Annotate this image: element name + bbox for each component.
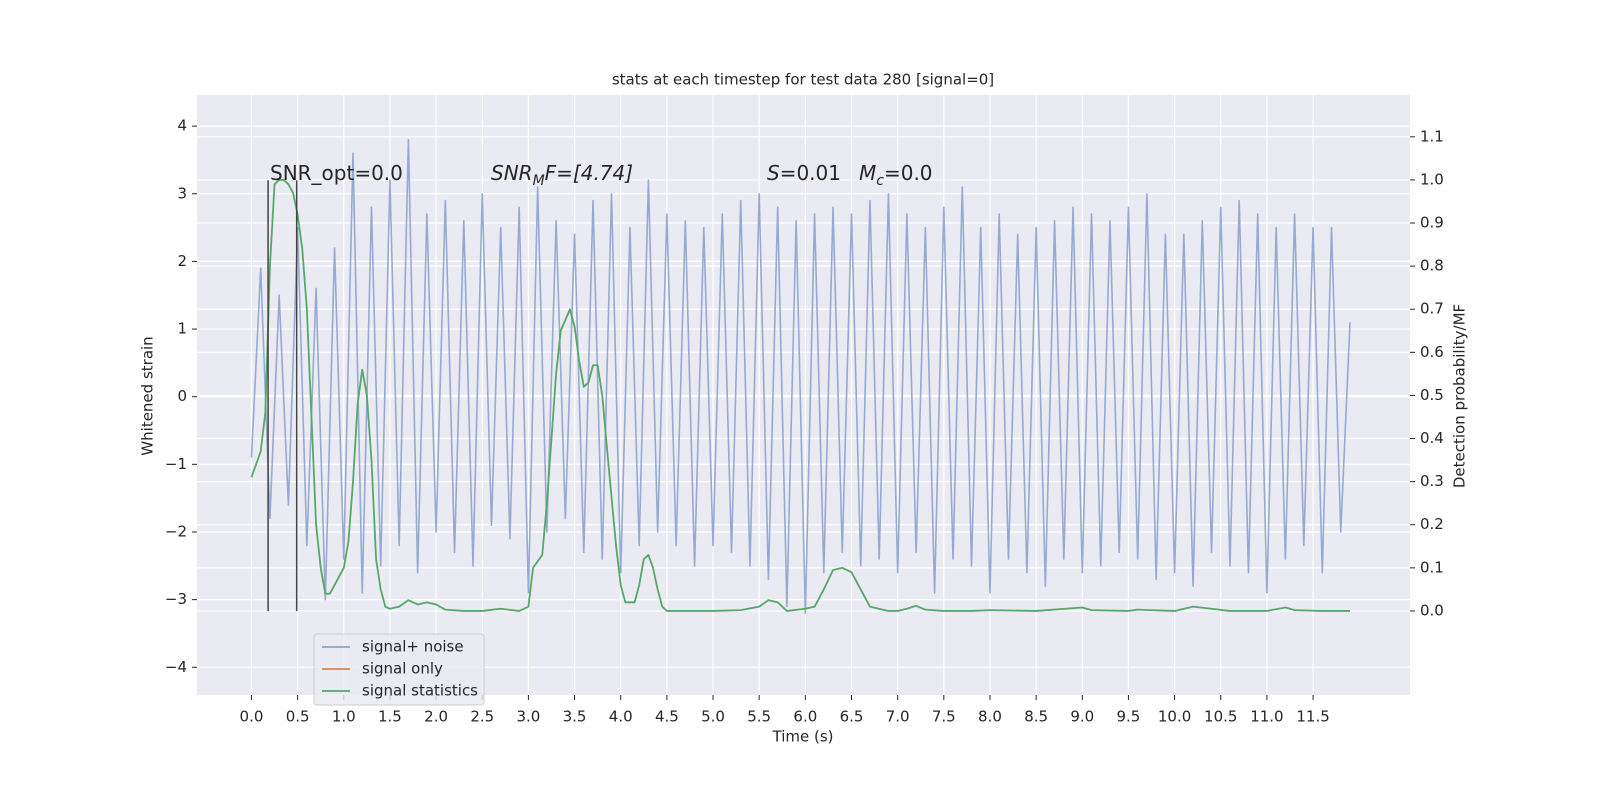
y2-tick-label: 1.1 [1420, 127, 1444, 145]
x-tick-label: 7.5 [932, 708, 956, 726]
annotation-text: M [859, 161, 876, 185]
y2-tick-label: 0.7 [1420, 300, 1444, 318]
series-line [250, 179, 1350, 612]
annotation: Mc=0.0 [859, 161, 933, 189]
y2-tick-label: 0.5 [1420, 386, 1444, 404]
x-tick-label: 7.0 [886, 708, 910, 726]
x-tick-label: 10.0 [1158, 708, 1191, 726]
chart-title: stats at each timestep for test data 280… [612, 71, 994, 89]
legend-label: signal only [362, 660, 443, 678]
x-tick-label: 4.0 [609, 708, 633, 726]
x-tick-label: 5.5 [747, 708, 771, 726]
annotation-text: S [767, 161, 780, 185]
y-tick-label: 2 [177, 252, 187, 270]
x-tick-label: 5.0 [701, 708, 725, 726]
y2-tick-label: 0.9 [1420, 214, 1444, 232]
x-tick-label: 6.0 [793, 708, 817, 726]
x-tick-label: 6.5 [840, 708, 864, 726]
y2-tick-label: 0.3 [1420, 472, 1444, 490]
x-tick-label: 11.5 [1296, 708, 1329, 726]
legend-label: signal+ noise [362, 638, 464, 656]
y-axis-label: Whitened strain [139, 336, 157, 455]
y2-tick-label: 1.0 [1420, 170, 1444, 188]
y-tick-label: 0 [177, 387, 187, 405]
annotation-text: M [533, 173, 545, 189]
x-tick-label: 2.0 [424, 708, 448, 726]
y2-tick-label: 0.4 [1420, 429, 1444, 447]
series-line [250, 138, 1351, 614]
x-tick-label: 9.0 [1070, 708, 1094, 726]
y2-tick-label: 0.8 [1420, 257, 1444, 275]
x-tick-label: 0.5 [286, 708, 310, 726]
annotation: SNR_opt=0.0 [270, 161, 403, 185]
x-tick-label: 0.0 [240, 708, 264, 726]
x-axis-label: Time (s) [772, 728, 834, 746]
y2-tick-label: 0.6 [1420, 343, 1444, 361]
annotation: S=0.01 [767, 161, 841, 185]
y-tick-label: −3 [165, 590, 187, 608]
x-tick-label: 9.5 [1117, 708, 1141, 726]
legend: signal+ noise signal only signal statistic… [313, 633, 485, 706]
y-tick-label: −2 [165, 522, 187, 540]
legend-label: signal statistics [362, 682, 478, 700]
y-tick-label: −4 [165, 658, 187, 676]
y2-axis-label: Detection probability/MF [1451, 304, 1469, 488]
x-tick-label: 8.0 [978, 708, 1002, 726]
annotation-text: F=[4.74] [545, 161, 633, 185]
x-tick-label: 8.5 [1024, 708, 1048, 726]
x-tick-label: 1.0 [332, 708, 356, 726]
x-tick-label: 3.5 [563, 708, 587, 726]
y2-tick-label: 0.1 [1420, 558, 1444, 576]
x-tick-label: 11.0 [1250, 708, 1283, 726]
x-tick-label: 2.5 [470, 708, 494, 726]
annotation-text: =0.0 [884, 161, 933, 185]
annotation-text: SNR [491, 161, 533, 185]
y2-tick-label: 0.2 [1420, 515, 1444, 533]
y-tick-label: 1 [177, 320, 187, 338]
legend-box [313, 633, 485, 706]
annotation-text: c [876, 173, 884, 189]
x-tick-label: 4.5 [655, 708, 679, 726]
y-tick-label: 4 [177, 117, 187, 135]
y-tick-label: 3 [177, 184, 187, 202]
x-tick-label: 10.5 [1204, 708, 1237, 726]
y-tick-label: −1 [165, 455, 187, 473]
annotation-text: =0.01 [780, 161, 841, 185]
y2-tick-label: 0.0 [1420, 601, 1444, 619]
annotation-text: SNR_opt=0.0 [270, 161, 403, 185]
x-tick-label: 3.0 [516, 708, 540, 726]
x-tick-label: 1.5 [378, 708, 402, 726]
annotation: SNRMF=[4.74] [491, 161, 633, 189]
